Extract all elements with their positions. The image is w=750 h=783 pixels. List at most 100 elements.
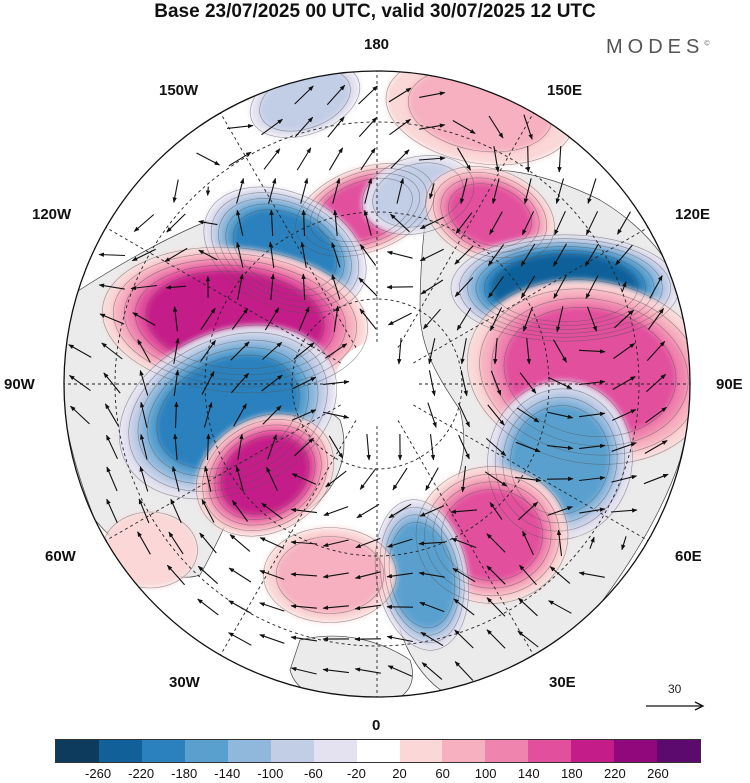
colorbar-segment xyxy=(442,740,486,762)
wind-arrow xyxy=(486,597,506,617)
wind-arrow xyxy=(201,499,215,523)
anomaly-contour xyxy=(458,238,671,338)
lon-label-150e: 150E xyxy=(547,82,583,99)
anomaly-shade-level xyxy=(102,512,198,588)
colorbar-segment xyxy=(614,740,658,762)
wind-arrow xyxy=(392,467,408,491)
anomaly-contour xyxy=(145,270,325,370)
anomaly-contour xyxy=(275,536,385,614)
anomaly-contour xyxy=(210,192,360,308)
wind-arrow xyxy=(106,498,118,524)
lon-label-30w: 30W xyxy=(169,674,200,691)
wind-arrow xyxy=(388,87,412,103)
wind-arrow xyxy=(419,216,444,230)
anomaly-contour xyxy=(203,186,367,314)
anomaly-contour xyxy=(432,171,548,259)
wind-arrow xyxy=(69,374,91,392)
wind-arrow xyxy=(228,151,252,167)
lon-label-30e: 30E xyxy=(549,674,576,691)
anomaly-contour xyxy=(137,339,319,485)
wind-arrow xyxy=(644,440,668,454)
wind-arrow xyxy=(268,177,277,204)
anomaly-shade-level xyxy=(276,536,384,614)
wind-arrow xyxy=(236,177,245,204)
latitude-circle xyxy=(204,211,550,557)
wind-arrow xyxy=(485,437,507,457)
lon-label-150w: 150W xyxy=(159,82,199,99)
wind-arrow xyxy=(611,442,637,452)
wind-arrow xyxy=(358,116,378,137)
wind-arrow xyxy=(579,379,606,386)
wind-arrow xyxy=(516,407,540,423)
wind-arrow xyxy=(360,147,376,171)
lon-label-120w: 120W xyxy=(32,206,72,223)
wind-arrow xyxy=(358,85,378,105)
map-boundary xyxy=(63,70,691,698)
wind-arrow xyxy=(230,341,250,361)
wind-arrow xyxy=(70,405,90,425)
wind-arrow xyxy=(301,209,306,237)
wind-arrow xyxy=(489,501,503,520)
reference-vector-value: 30 xyxy=(668,682,682,696)
wind-arrow xyxy=(518,597,538,617)
wind-arrow xyxy=(585,275,599,299)
wind-arrow xyxy=(420,631,444,647)
wind-arrow xyxy=(584,243,600,267)
wind-arrow xyxy=(489,307,503,332)
wind-arrow xyxy=(621,281,627,293)
wind-arrow xyxy=(164,247,188,263)
wind-arrow xyxy=(173,369,180,396)
wind-arrow xyxy=(486,533,506,553)
wind-arrow xyxy=(612,376,636,390)
wind-arrow xyxy=(387,665,413,677)
lon-label-0: 0 xyxy=(372,717,381,734)
wind-arrow xyxy=(454,277,474,297)
wind-arrow xyxy=(456,307,472,331)
graticule xyxy=(64,71,690,697)
colorbar-segment xyxy=(485,740,529,762)
wind-arrow xyxy=(290,540,318,545)
wind-arrow xyxy=(429,434,436,461)
wind-arrow xyxy=(419,601,445,613)
wind-arrow xyxy=(291,473,317,485)
wind-arrow xyxy=(579,411,606,418)
wind-arrow xyxy=(359,308,377,330)
anomaly-contour xyxy=(483,250,647,327)
wind-arrow xyxy=(621,536,627,551)
wind-arrow xyxy=(420,279,444,295)
wind-arrow xyxy=(387,538,413,548)
wind-arrow xyxy=(419,91,446,98)
wind-arrow xyxy=(419,505,445,517)
anomaly-contour xyxy=(232,209,338,291)
wind-arrow xyxy=(452,567,476,583)
wind-arrow xyxy=(259,602,285,612)
wind-arrow xyxy=(386,572,413,579)
wind-arrow xyxy=(294,85,314,105)
wind-arrow xyxy=(201,371,215,395)
anomaly-contour xyxy=(295,163,435,257)
wind-arrow xyxy=(579,443,606,450)
wind-arrow xyxy=(165,285,186,290)
wind-arrow xyxy=(523,178,532,205)
colorbar-segment xyxy=(399,740,443,762)
anomaly-contour xyxy=(195,413,335,537)
wind-arrow xyxy=(454,245,474,265)
wind-arrow xyxy=(328,147,344,171)
anomaly-contour xyxy=(492,253,638,323)
wind-arrow xyxy=(198,249,218,261)
anomaly-contour xyxy=(361,155,475,235)
wind-arrow xyxy=(139,465,149,492)
wind-arrow xyxy=(139,433,148,460)
anomaly-contour xyxy=(425,166,555,264)
wind-arrow xyxy=(390,213,410,233)
wind-arrow xyxy=(98,252,126,257)
wind-arrow xyxy=(484,471,508,487)
anomaly-contour xyxy=(372,162,464,228)
wind-arrow xyxy=(269,209,274,237)
wind-arrow xyxy=(488,115,504,139)
lon-label-60e: 60E xyxy=(675,548,702,565)
colorbar-tick-labels: -260 -220 -180 -140 -100 -60 -20 20 60 100 140 180 2… xyxy=(0,766,750,783)
wind-arrow xyxy=(270,273,275,300)
wind-arrow xyxy=(231,308,249,330)
